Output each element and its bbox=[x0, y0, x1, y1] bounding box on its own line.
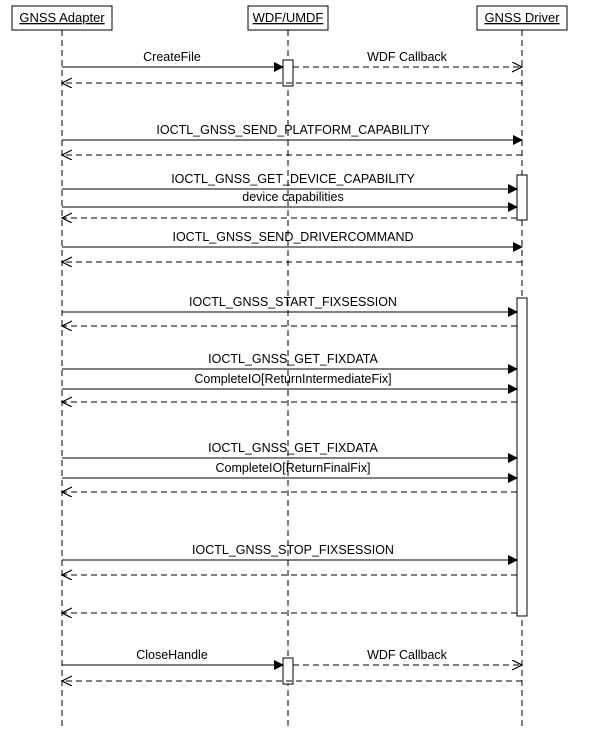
activation-bar bbox=[283, 658, 293, 684]
messages-layer: CreateFile WDF Callback IOCTL_GNSS_SEND_PL… bbox=[62, 50, 522, 681]
activation-bar bbox=[517, 175, 527, 220]
activation-bar bbox=[283, 60, 293, 86]
message-label: IOCTL_GNSS_GET_FIXDATA bbox=[208, 441, 378, 455]
message-label: CompleteIO[ReturnFinalFix] bbox=[216, 461, 371, 475]
message-label: IOCTL_GNSS_START_FIXSESSION bbox=[189, 295, 397, 309]
participant-label-driver: GNSS Driver bbox=[484, 10, 560, 25]
message-label: IOCTL_GNSS_GET_DEVICE_CAPABILITY bbox=[171, 172, 415, 186]
message-label: IOCTL_GNSS_SEND_PLATFORM_CAPABILITY bbox=[156, 123, 430, 137]
message-label: WDF Callback bbox=[367, 50, 448, 64]
participant-label-adapter: GNSS Adapter bbox=[19, 10, 105, 25]
activation-bar bbox=[517, 298, 527, 616]
message-label: IOCTL_GNSS_STOP_FIXSESSION bbox=[192, 543, 394, 557]
message-label: CreateFile bbox=[143, 50, 201, 64]
message-label: IOCTL_GNSS_GET_FIXDATA bbox=[208, 352, 378, 366]
message-label: device capabilities bbox=[242, 190, 343, 204]
message-label: IOCTL_GNSS_SEND_DRIVERCOMMAND bbox=[172, 230, 413, 244]
message-label: CompleteIO[ReturnIntermediateFix] bbox=[194, 372, 391, 386]
message-label: CloseHandle bbox=[136, 648, 208, 662]
participants-layer: GNSS Adapter WDF/UMDF GNSS Driver bbox=[12, 6, 567, 30]
participant-label-wdf: WDF/UMDF bbox=[253, 10, 324, 25]
message-label: WDF Callback bbox=[367, 648, 448, 662]
sequence-diagram: CreateFile WDF Callback IOCTL_GNSS_SEND_PL… bbox=[0, 0, 598, 731]
